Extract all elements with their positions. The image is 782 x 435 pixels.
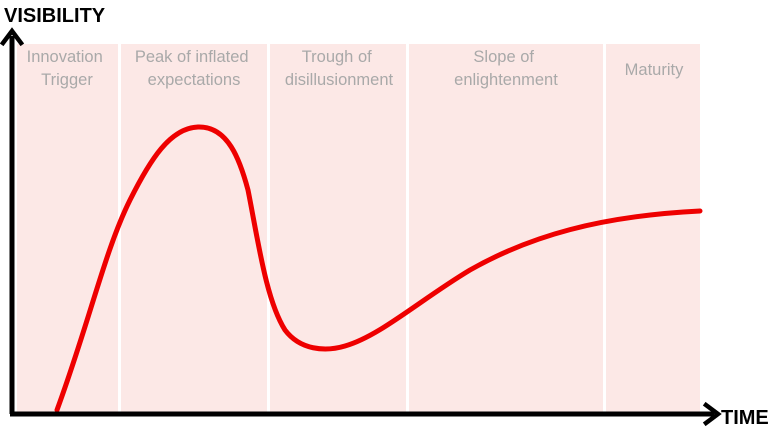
phase-label-line-2: enlightenment	[454, 71, 558, 89]
y-axis-arrowhead	[0, 27, 25, 47]
phase-label-slope-of-enlightenment: Slope of enlightenment	[454, 48, 558, 89]
x-axis-arrowhead	[702, 401, 722, 427]
phase-label-line-2: Trigger	[41, 71, 93, 89]
band-innovation-trigger	[17, 44, 118, 412]
phase-label-maturity: Maturity	[625, 61, 684, 79]
x-axis-label: TIME	[721, 407, 769, 429]
band-trough-of-disillusionment	[270, 44, 406, 412]
phase-label-trough-of-disillusionment: Trough of disillusionment	[285, 48, 394, 89]
phase-label-peak-of-inflated-expectations: Peak of inflated expectations	[135, 48, 253, 89]
phase-label-line-1: Slope of	[473, 48, 534, 66]
phase-bands	[17, 44, 700, 412]
phase-label-line-2: expectations	[148, 71, 241, 89]
y-axis-label: VISIBILITY	[4, 5, 106, 27]
hype-curve	[54, 124, 703, 413]
phase-label-line-1: Trough of	[302, 48, 372, 66]
phase-label-line-1: Innovation	[27, 48, 103, 66]
phase-label-line-1: Peak of inflated	[135, 48, 249, 66]
phase-label-innovation-trigger: Innovation Trigger	[27, 48, 108, 89]
band-maturity	[606, 44, 700, 412]
phase-label-line-1: Maturity	[625, 61, 684, 79]
band-peak-of-inflated-expectations	[121, 44, 267, 412]
phase-labels: Innovation Trigger Peak of inflated expe…	[27, 48, 684, 89]
phase-label-line-2: disillusionment	[285, 71, 394, 89]
axes	[0, 27, 722, 427]
